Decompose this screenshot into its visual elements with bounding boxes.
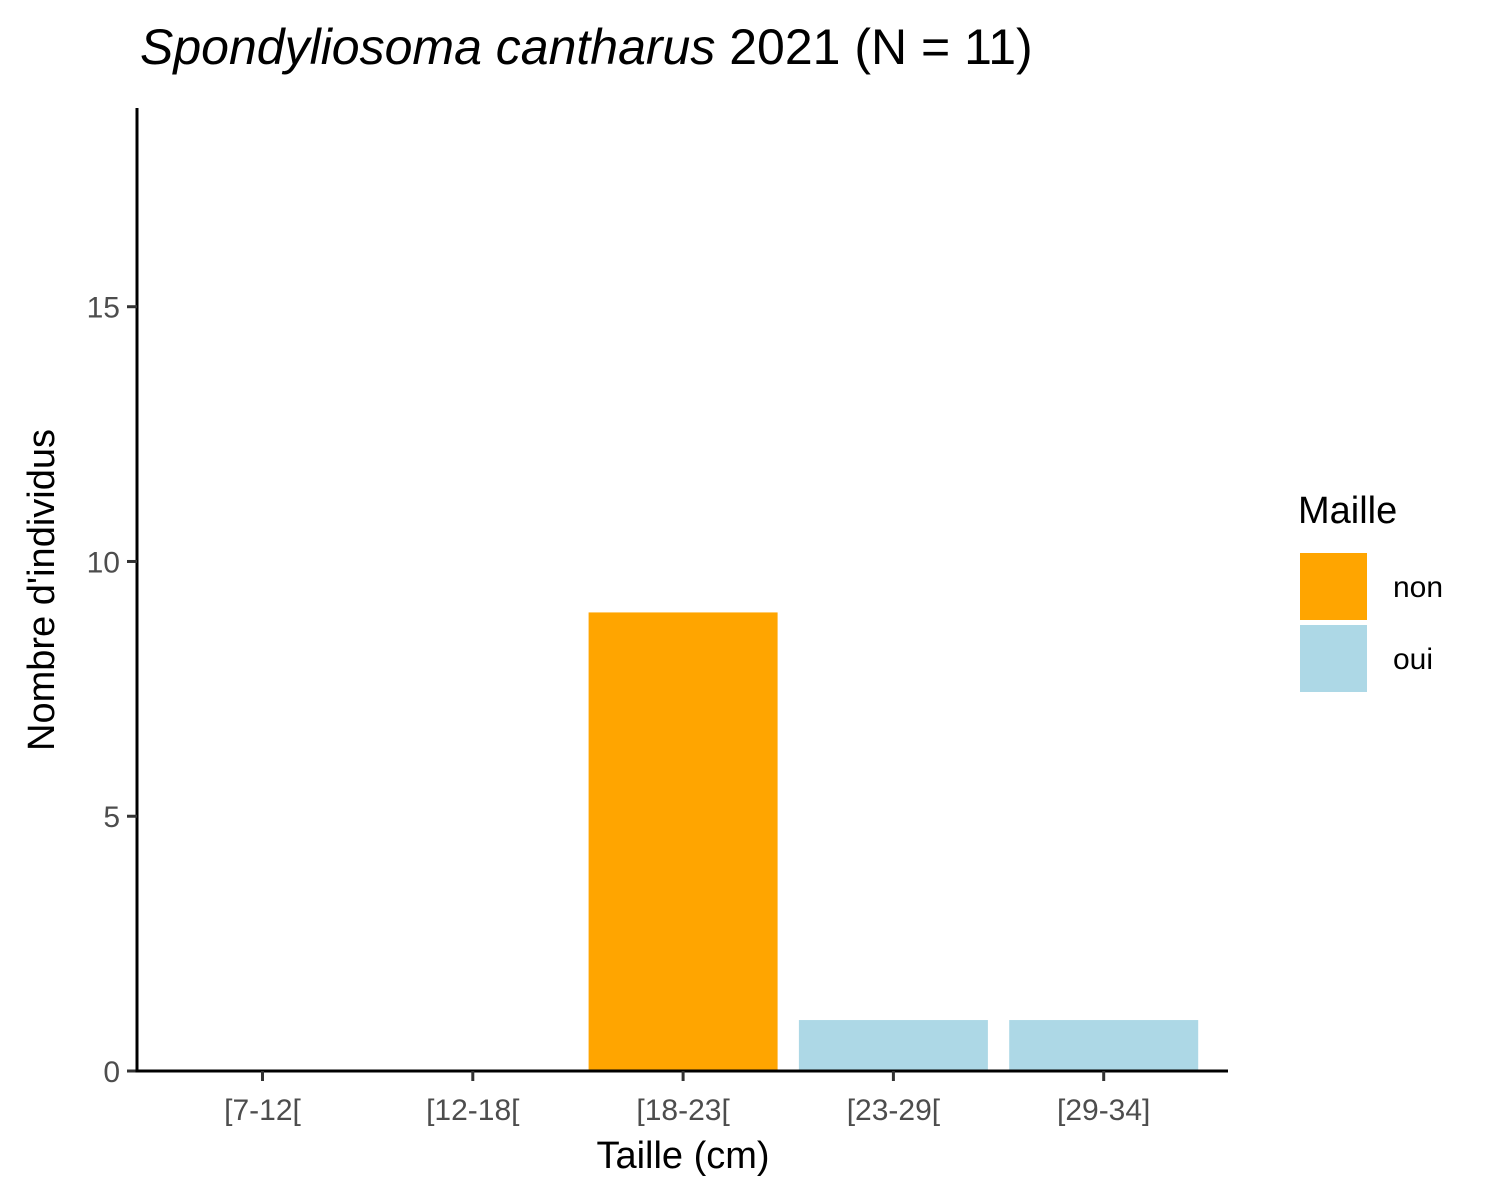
bar-3 xyxy=(588,612,778,1071)
bars-group xyxy=(588,612,1199,1071)
chart-title-rest: 2021 (N = 11) xyxy=(715,19,1032,75)
x-tick-label-4: [23-29[ xyxy=(847,1094,941,1127)
y-tick-label: 0 xyxy=(103,1056,120,1089)
legend-key-oui xyxy=(1300,625,1367,692)
x-axis: [7-12[ [12-18[ [18-23[ [23-29[ [29-34] xyxy=(135,1069,1228,1127)
bar-4 xyxy=(798,1020,988,1071)
y-tick-label: 5 xyxy=(103,801,120,834)
legend: Maille non oui xyxy=(1298,490,1443,692)
y-tick-label: 10 xyxy=(87,546,120,579)
legend-label-non: non xyxy=(1393,571,1443,604)
legend-label-oui: oui xyxy=(1393,643,1433,676)
y-tick-label: 15 xyxy=(87,292,120,325)
x-tick-label-2: [12-18[ xyxy=(426,1094,520,1127)
y-axis: 0 5 10 15 xyxy=(87,108,139,1089)
x-tick-label-5: [29-34] xyxy=(1057,1094,1150,1127)
chart-title-species: Spondyliosoma cantharus xyxy=(140,19,715,75)
y-axis-title: Nombre d'individus xyxy=(21,429,63,751)
bar-5 xyxy=(1009,1020,1199,1071)
x-tick-label-1: [7-12[ xyxy=(224,1094,301,1127)
legend-title: Maille xyxy=(1298,490,1397,532)
x-axis-title: Taille (cm) xyxy=(596,1135,769,1177)
chart-title: Spondyliosoma cantharus 2021 (N = 11) xyxy=(140,19,1033,75)
x-tick-label-3: [18-23[ xyxy=(636,1094,730,1127)
legend-key-non xyxy=(1300,553,1367,620)
